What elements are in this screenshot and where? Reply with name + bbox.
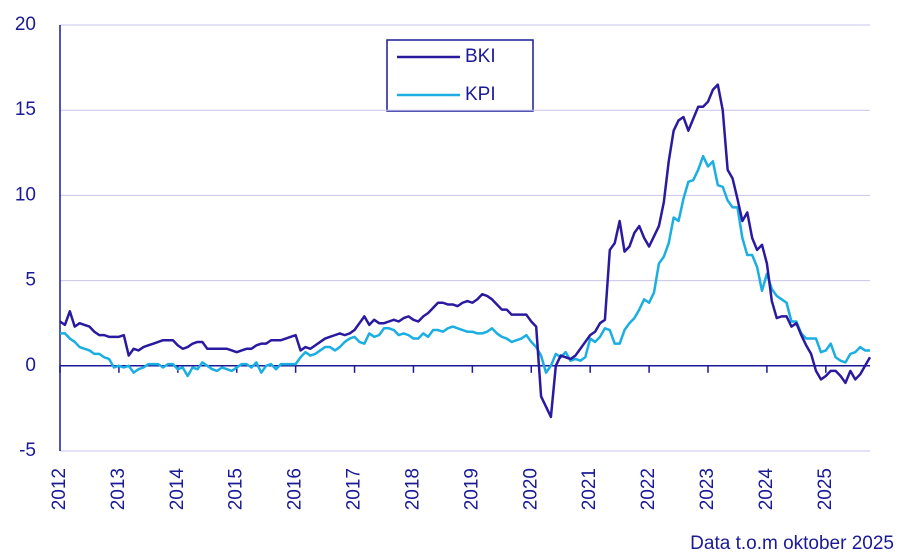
- x-tick-label: 2021: [579, 468, 600, 510]
- x-tick-label: 2013: [108, 468, 129, 510]
- legend-box: [386, 39, 534, 112]
- y-tick-label: 0: [25, 355, 36, 376]
- x-tick-label: 2025: [815, 468, 836, 510]
- line-series: [60, 154, 870, 378]
- y-tick-label: -5: [19, 440, 36, 461]
- y-tick-label: 10: [15, 184, 36, 205]
- legend-label: KPI: [465, 84, 496, 105]
- x-tick-label: 2023: [697, 468, 718, 510]
- footnote: Data t.o.m oktober 2025: [690, 533, 894, 554]
- x-tick-label: 2020: [520, 468, 541, 510]
- x-tick-label: 2022: [638, 468, 659, 510]
- x-tick-label: 2015: [226, 468, 247, 510]
- legend-label: BKI: [465, 46, 496, 67]
- y-tick-label: 5: [25, 270, 36, 291]
- x-tick-label: 2019: [461, 468, 482, 510]
- y-tick-label: 15: [15, 99, 36, 120]
- line-series: [59, 83, 872, 419]
- x-tick-label: 2018: [402, 468, 423, 510]
- x-tick-label: 2017: [344, 468, 365, 510]
- x-tick-label: 2012: [49, 468, 70, 510]
- x-tick-label: 2024: [756, 468, 777, 511]
- x-tick-label: 2014: [167, 468, 188, 511]
- x-tick-label: 2016: [285, 468, 306, 510]
- y-tick-label: 20: [15, 14, 36, 35]
